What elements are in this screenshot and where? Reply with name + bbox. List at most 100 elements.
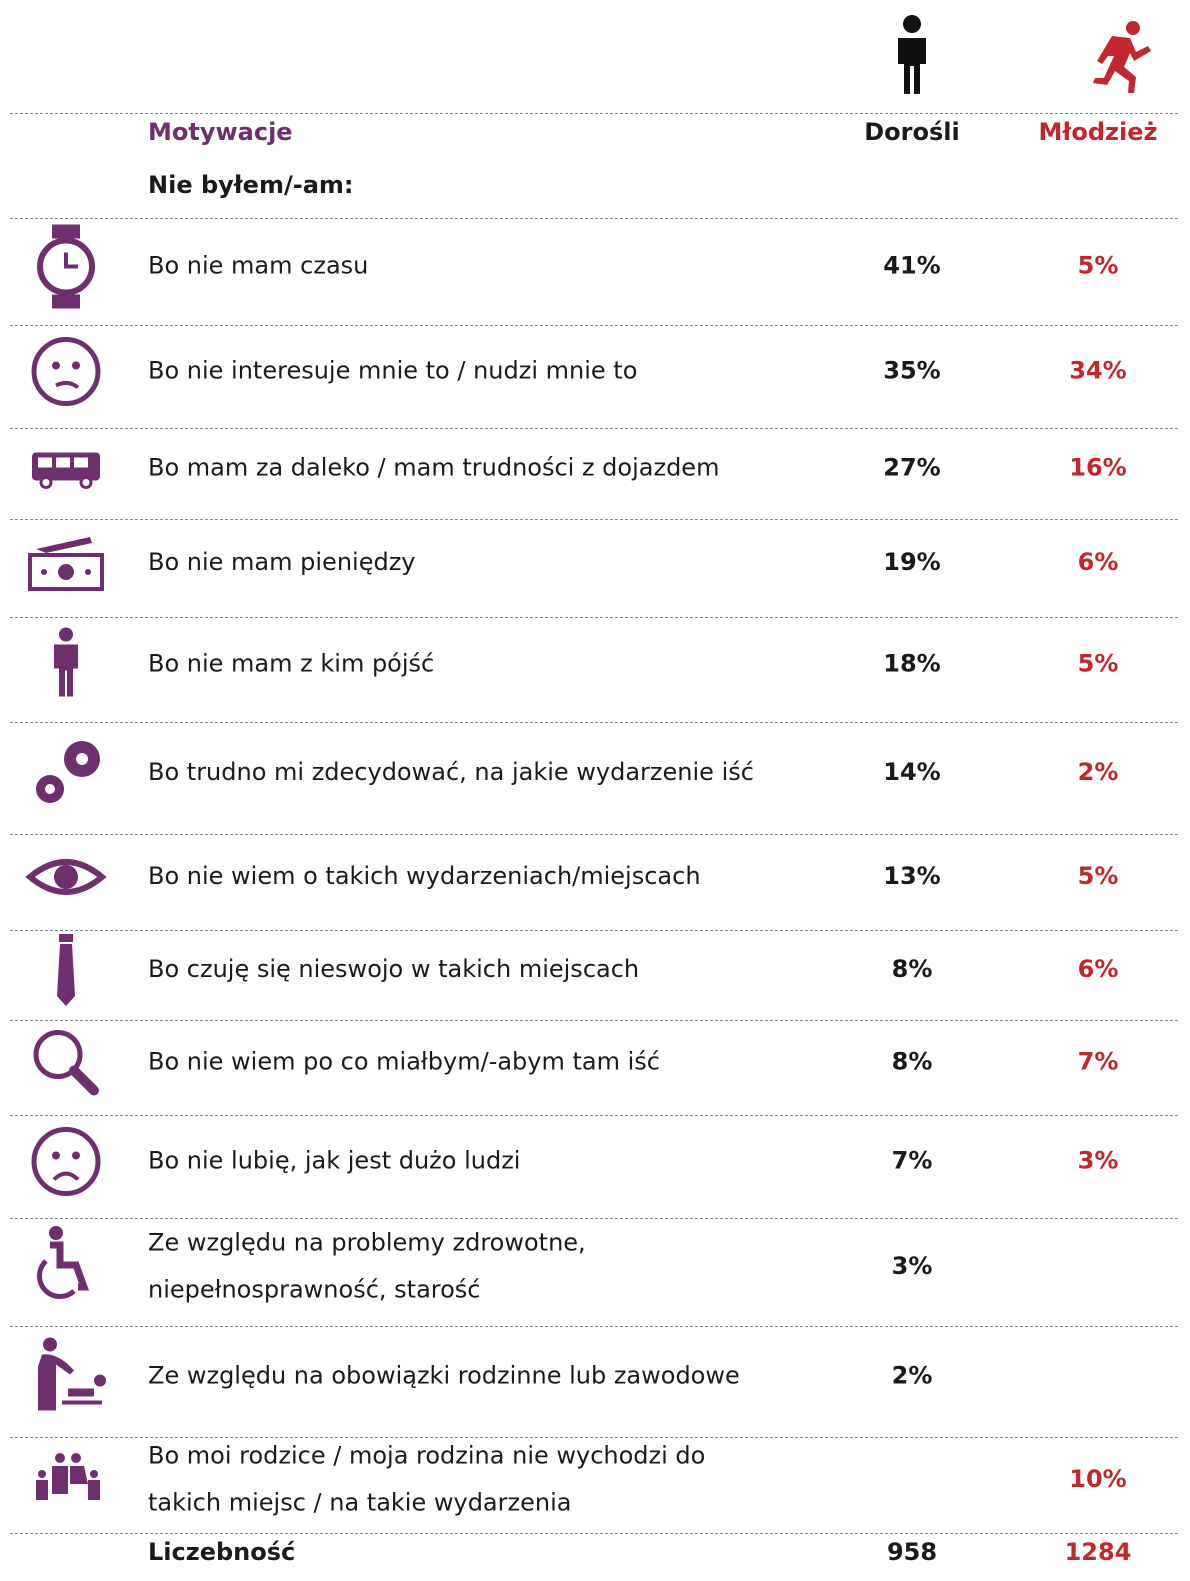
icon-shape: [90, 1470, 98, 1478]
adults-value: 8%: [892, 1048, 933, 1076]
icon-shape: [59, 934, 73, 942]
row-label: Bo nie wiem o takich wydarzeniach/miejsc…: [148, 862, 701, 890]
icon-shape: [36, 537, 92, 553]
icon-shape: [94, 1374, 106, 1387]
icon-shape: [54, 865, 78, 889]
row-label: Bo nie mam z kim pójść: [148, 650, 434, 678]
icon-shape: [28, 553, 104, 591]
adults-value: 8%: [892, 955, 933, 983]
row-label: Bo nie lubię, jak jest dużo ludzi: [148, 1147, 520, 1175]
icon-shape: [72, 361, 80, 370]
adults-value: 27%: [883, 454, 940, 482]
icon-shape: [36, 1480, 48, 1500]
adults-value: 14%: [883, 758, 940, 786]
icon-shape: [74, 457, 88, 468]
icon-shape: [55, 380, 80, 390]
row-icon: [54, 627, 78, 697]
row-label: Ze względu na obowiązki rodzinne lub zaw…: [148, 1362, 740, 1390]
icon-shape: [72, 1151, 80, 1160]
row-label: takich miejsc / na takie wydarzenia: [148, 1489, 571, 1517]
icon-shape: [62, 1400, 102, 1405]
youth-value: 5%: [1078, 862, 1119, 890]
youth-value: 34%: [1069, 357, 1126, 385]
youth-value: 16%: [1069, 454, 1126, 482]
youth-value: 10%: [1069, 1465, 1126, 1493]
icon-shape: [52, 1171, 80, 1181]
icon-shape: [79, 476, 93, 489]
icon-shape: [56, 457, 70, 468]
adults-value: 19%: [883, 548, 940, 576]
row-label: Bo trudno mi zdecydować, na jakie wydarz…: [148, 758, 754, 786]
subheader: Nie byłem/-am:: [148, 171, 354, 199]
icon-shape: [64, 252, 78, 269]
footer-youth: 1284: [1065, 1538, 1132, 1566]
row-icon: [25, 859, 107, 895]
icon-shape: [37, 1259, 76, 1299]
icon-shape: [38, 1470, 46, 1478]
icon-shape: [52, 224, 80, 239]
icon-shape: [41, 569, 47, 575]
row-icon: [36, 1453, 100, 1500]
row-label: Bo moi rodzice / moja rodzina nie wychod…: [148, 1442, 705, 1470]
adults-value: 2%: [892, 1362, 933, 1390]
icon-shape: [38, 1354, 74, 1411]
adults-value: 3%: [892, 1252, 933, 1280]
adults-value: 13%: [883, 862, 940, 890]
icon-shape: [76, 753, 88, 765]
adult-header-icon: [898, 15, 926, 94]
icon-shape: [55, 1453, 65, 1463]
label-column-header: Motywacje: [148, 118, 293, 146]
adults-value: 35%: [883, 357, 940, 385]
adults-value: 7%: [892, 1147, 933, 1175]
row-icon: [36, 741, 100, 803]
icon-shape: [69, 1065, 99, 1096]
icon-shape: [59, 627, 73, 642]
icon-shape: [39, 476, 53, 489]
adults-column-header: Dorośli: [864, 118, 959, 146]
row-icon: [31, 1127, 101, 1196]
icon-shape: [52, 1466, 88, 1494]
row-label: niepełnosprawność, starość: [148, 1276, 481, 1304]
row-icon: [33, 1030, 99, 1096]
icon-shape: [45, 784, 55, 794]
row-label: Bo czuję się nieswojo w takich miejscach: [148, 955, 639, 983]
icon-shape: [52, 294, 80, 309]
row-icon: [37, 1226, 89, 1299]
icon-shape: [33, 1030, 83, 1079]
footer-label: Liczebność: [148, 1538, 295, 1566]
icon-shape: [85, 569, 91, 575]
icon-shape: [50, 1241, 89, 1291]
row-label: Bo nie mam pieniędzy: [148, 548, 416, 576]
footer-adults: 958: [887, 1538, 937, 1566]
youth-value: 3%: [1078, 1147, 1119, 1175]
youth-value: 2%: [1078, 758, 1119, 786]
youth-value: 5%: [1078, 650, 1119, 678]
icon-shape: [54, 644, 78, 697]
row-icon: [37, 224, 95, 309]
adults-value: 41%: [883, 252, 940, 280]
icon-shape: [88, 1480, 100, 1500]
row-label: Bo nie mam czasu: [148, 252, 368, 280]
row-icon: [31, 337, 101, 406]
row-icon: [28, 537, 104, 591]
row-icon: [57, 934, 75, 1006]
icon-shape: [31, 1127, 101, 1196]
icon-shape: [25, 859, 107, 895]
row-label: Bo nie wiem po co miałbym/-abym tam iść: [148, 1048, 660, 1076]
youth-value: 6%: [1078, 548, 1119, 576]
row-icon: [32, 452, 100, 489]
icon-shape: [37, 237, 95, 296]
icon-shape: [57, 944, 75, 1006]
icon-shape: [71, 1453, 81, 1463]
youth-header-icon: [1093, 21, 1151, 93]
icon-shape: [49, 1226, 63, 1240]
icon-shape: [38, 457, 52, 468]
icon-shape: [52, 361, 60, 370]
icon-shape: [68, 1388, 94, 1397]
youth-value: 6%: [1078, 955, 1119, 983]
icon-shape: [52, 1151, 60, 1160]
adults-value: 18%: [883, 650, 940, 678]
icon-shape: [58, 564, 74, 580]
icon-shape: [43, 1337, 57, 1352]
